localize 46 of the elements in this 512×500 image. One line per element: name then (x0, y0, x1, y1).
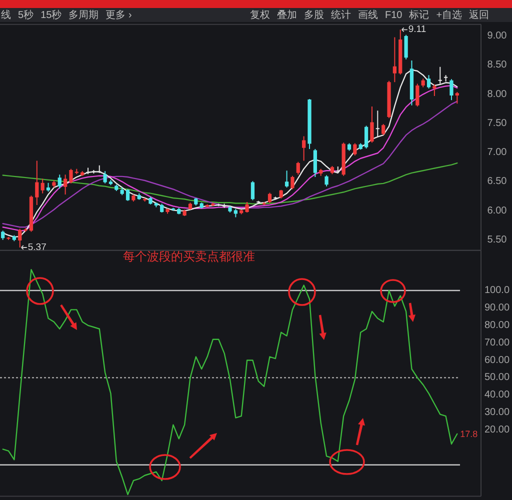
text: 叠加 (277, 9, 297, 21)
data-label: 17.8 (460, 428, 478, 439)
line-series (2, 268, 458, 496)
candlestick (444, 75, 448, 82)
candlestick (143, 198, 147, 202)
candlestick (103, 171, 107, 184)
y-tick-label: 6.00 (487, 205, 508, 216)
text: 复权 (250, 9, 270, 21)
y-tick-label: 20.00 (484, 424, 510, 436)
text: 多股 (304, 9, 324, 21)
y-tick-label: 100.0 (484, 285, 510, 296)
y-tick-label: 8.00 (487, 88, 508, 100)
y-tick-label: 80.00 (484, 320, 510, 331)
text: 线 (1, 9, 11, 21)
text: 标记 (408, 9, 430, 21)
annotation: 5.37 (28, 242, 46, 253)
y-tick-label: 8.50 (487, 60, 508, 71)
y-tick-label: 50.00 (484, 372, 510, 384)
y-tick-label: 60.00 (484, 354, 510, 366)
y-tick-label: 90.00 (484, 302, 510, 314)
annotation: 9.11 (408, 24, 426, 36)
candlestick (132, 194, 136, 202)
y-tick-label: 7.50 (487, 118, 508, 129)
candlestick (262, 202, 266, 205)
text: F10 (385, 10, 403, 21)
y-tick-label: 6.50 (487, 176, 508, 188)
candlestick (432, 84, 436, 96)
text: 更多 › (106, 9, 132, 21)
candlestick (376, 110, 380, 138)
text: 15秒 (40, 9, 62, 21)
annotation: 每个波段的买卖点都很准 (123, 249, 255, 264)
y-tick-label: 7.00 (487, 147, 508, 158)
text: +自选 (436, 9, 462, 21)
y-tick-label: 70.00 (484, 337, 510, 348)
candlestick (6, 237, 10, 240)
candlestick (86, 168, 90, 174)
text: 多周期 (68, 9, 99, 21)
y-tick-label: 30.00 (484, 407, 510, 418)
y-tick-label: 40.00 (484, 390, 510, 401)
y-tick-label: 5.50 (487, 234, 508, 246)
y-tick-label: 9.00 (487, 30, 508, 42)
text: 返回 (469, 9, 490, 21)
line-series (2, 162, 458, 204)
text: 画线 (358, 9, 378, 21)
text: 统计 (331, 9, 351, 21)
text: 5秒 (18, 9, 34, 21)
